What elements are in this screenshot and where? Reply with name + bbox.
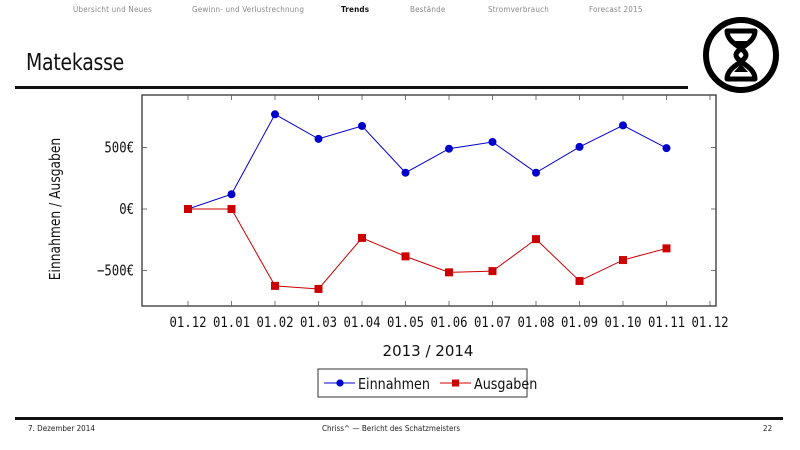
data-point: [314, 284, 323, 293]
data-point: [401, 168, 410, 177]
data-point: [184, 205, 192, 213]
data-point: [662, 144, 671, 153]
nav-item-stromverbrauch[interactable]: Stromverbrauch: [488, 5, 550, 14]
data-point: [227, 190, 236, 199]
footer-title: Chriss^ — Bericht des Schatzmeisters: [322, 424, 461, 433]
x-tick-label: 01.10: [604, 315, 641, 331]
y-tick-label: 0€: [119, 201, 134, 218]
series-line-einnahmen: [187, 113, 667, 210]
data-point: [271, 110, 279, 119]
x-tick-label: 01.12: [169, 315, 206, 331]
slide-title: Matekasse: [26, 50, 125, 76]
legend-circle-marker-icon: [336, 379, 344, 387]
x-tick-label: 01.04: [343, 315, 380, 331]
y-axis: 500€ 0€ −500€: [97, 139, 716, 280]
x-tick-label: 01.01: [213, 315, 250, 331]
x-tick-label: 01.09: [561, 315, 598, 331]
x-tick-label: 01.08: [517, 315, 554, 331]
data-point: [488, 137, 497, 146]
y-tick-label: −500€: [97, 262, 134, 279]
hourglass-in-circle-icon: [703, 17, 779, 93]
plot-frame: [141, 94, 717, 307]
x-axis: 01.12 01.01 01.02 01.03 01.04 01.05 01.06 01.07…: [169, 95, 729, 331]
nav-item-gewinn-verlust[interactable]: Gewinn- und Verlustrechnung: [192, 5, 305, 14]
x-axis-label: 2013 / 2014: [383, 342, 474, 360]
x-tick-label: 01.02: [256, 315, 293, 331]
data-point: [532, 235, 540, 244]
legend-label-ausgaben: Ausgaben: [474, 376, 537, 393]
y-tick-label: 500€: [104, 139, 134, 156]
line-chart: 01.12 01.01 01.02 01.03 01.04 01.05 01.06 01.07…: [47, 94, 729, 398]
footer-date: 7. Dezember 2014: [28, 424, 95, 433]
data-point: [314, 134, 323, 143]
data-point: [662, 244, 671, 253]
data-point: [401, 252, 410, 261]
nav-item-trends[interactable]: Trends: [341, 5, 370, 14]
data-point: [488, 267, 497, 276]
data-point: [271, 281, 279, 290]
x-tick-label: 01.12: [691, 315, 728, 331]
data-point: [445, 144, 453, 153]
legend: Einnahmen Ausgaben: [317, 368, 537, 398]
legend-label-einnahmen: Einnahmen: [358, 376, 430, 393]
data-point: [532, 168, 540, 177]
x-tick-label: 01.11: [648, 315, 685, 331]
data-point: [227, 205, 236, 213]
legend-square-marker-icon: [452, 379, 459, 387]
nav-item-uebersicht[interactable]: Übersicht und Neues: [73, 5, 152, 14]
section-navigation: Übersicht und Neues Gewinn- und Verlustr…: [0, 5, 800, 19]
data-point: [619, 121, 627, 130]
data-point: [445, 268, 453, 277]
footer-page-number: 22: [763, 424, 773, 433]
x-tick-label: 01.06: [430, 315, 467, 331]
x-tick-label: 01.05: [387, 315, 424, 331]
x-tick-label: 01.07: [474, 315, 511, 331]
data-point: [358, 233, 366, 242]
series-group: [184, 110, 671, 293]
data-point: [358, 121, 366, 130]
x-tick-label: 01.03: [300, 315, 337, 331]
series-line-ausgaben: [188, 208, 667, 290]
nav-item-forecast[interactable]: Forecast 2015: [589, 5, 643, 14]
nav-item-bestaende[interactable]: Bestände: [410, 5, 446, 14]
title-divider: [15, 86, 688, 89]
y-axis-label: Einnahmen / Ausgaben: [47, 138, 64, 280]
data-point: [575, 276, 584, 285]
data-point: [619, 256, 627, 265]
footer-divider: [15, 417, 783, 420]
data-point: [575, 142, 584, 151]
